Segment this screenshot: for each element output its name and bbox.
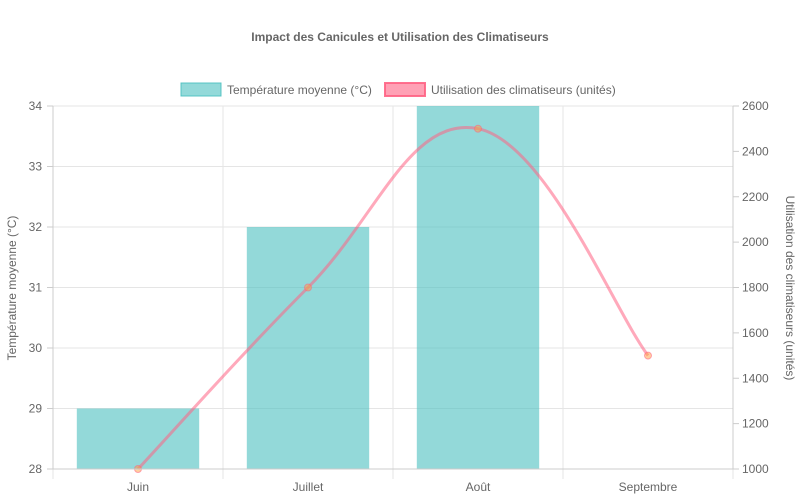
y-right-tick-label: 1800 [742,281,769,295]
y-left-tick-label: 29 [29,402,43,416]
y-left-axis-title: Température moyenne (°C) [5,216,19,361]
line-point[interactable] [644,351,652,360]
line-point[interactable] [304,283,312,292]
bar[interactable] [416,106,540,469]
axes: 28 29 30 31 32 33 34 1000 1200 1400 1600 1800 2000 22… [29,99,769,494]
line-path [136,125,650,471]
legend-swatch-temperature [180,82,222,97]
legend: Température moyenne (°C) Utilisation des… [180,82,616,97]
bar[interactable] [246,227,370,469]
bar-series [76,106,540,470]
y-right-tick-label: 2400 [742,144,769,158]
y-right-tick-label: 1000 [742,462,769,476]
line-series [134,124,652,473]
y-left-tick-label: 28 [29,462,43,476]
y-right-axis-title: Utilisation des climatiseurs (unités) [783,196,797,381]
legend-label-climatiseurs: Utilisation des climatiseurs (unités) [431,83,616,97]
y-left-tick-label: 34 [29,99,43,113]
y-right-tick-label: 1600 [742,326,769,340]
y-left-tick-label: 30 [29,341,43,355]
x-tick-label: Septembre [619,480,678,494]
legend-swatch-climatiseurs [384,82,426,97]
legend-item-temperature[interactable]: Température moyenne (°C) [180,82,372,97]
legend-item-climatiseurs[interactable]: Utilisation des climatiseurs (unités) [384,82,616,97]
y-left-tick-label: 33 [29,160,43,174]
y-left-tick-label: 32 [29,220,43,234]
y-right-tick-label: 2600 [742,99,769,113]
x-tick-label: Juin [127,480,149,494]
y-right-tick-label: 1200 [742,417,769,431]
y-right-tick-label: 1400 [742,371,769,385]
x-tick-label: Juillet [293,480,324,494]
legend-label-temperature: Température moyenne (°C) [227,83,372,97]
line-point[interactable] [474,124,482,133]
y-right-tick-label: 2000 [742,235,769,249]
x-tick-label: Août [466,480,491,494]
bar[interactable] [76,408,200,470]
y-left-tick-label: 31 [29,281,43,295]
y-right-tick-label: 2200 [742,190,769,204]
chart-title: Impact des Canicules et Utilisation des … [251,30,549,44]
